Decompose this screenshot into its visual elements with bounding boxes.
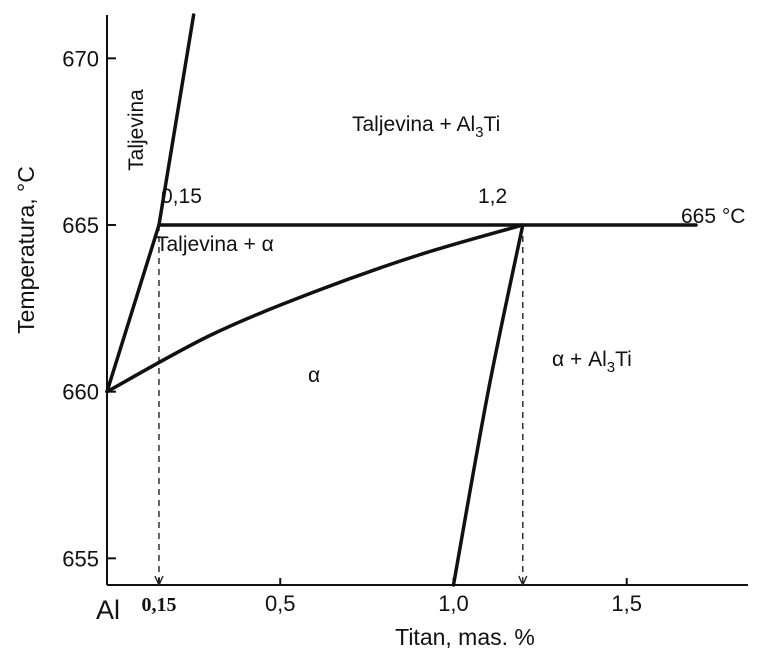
curve-solvus [451, 223, 525, 587]
liquid-al3ti-tail: Ti [484, 113, 501, 136]
y-axis-title: Temperatura, °C [13, 166, 39, 334]
liquid-al3ti-sub: 3 [475, 124, 483, 141]
x-tick-label: 0,15 [141, 594, 176, 616]
y-tick-label: 670 [62, 46, 99, 71]
curve-liquidus-upper [157, 13, 196, 227]
x-tick-label: 0,5 [265, 591, 296, 616]
phase-boundaries [105, 13, 698, 587]
x-ticks: 0,15 0,5 1,0 1,5 [141, 578, 642, 616]
region-label-alpha: α [308, 364, 320, 387]
x-tick-label: 1,0 [438, 591, 469, 616]
x-origin-label: Al [96, 595, 120, 625]
x-tick-label: 1,5 [611, 591, 642, 616]
arrow-head [154, 575, 164, 587]
region-label-liquid-al3ti: Taljevina + Al3Ti [352, 113, 500, 141]
dashed-guides [154, 225, 528, 587]
curve-solidus [105, 223, 525, 394]
liquid-al3ti-main: Taljevina + Al [352, 113, 475, 136]
point-label-665c: 665 °C [681, 205, 745, 228]
y-tick-label: 655 [62, 546, 99, 571]
point-label-015: 0,15 [161, 185, 202, 208]
alpha-al3ti-sub: 3 [607, 359, 615, 376]
curve-liquidus-lower [105, 223, 161, 394]
arrow-head [518, 575, 528, 587]
region-label-alpha-al3ti: α + Al3Ti [552, 348, 632, 376]
alpha-al3ti-main: α + Al [552, 348, 607, 371]
y-tick-label: 660 [62, 380, 99, 405]
point-label-12: 1,2 [478, 185, 507, 208]
region-label-liquid-alpha: Taljevina + α [156, 233, 274, 256]
alpha-al3ti-tail: Ti [615, 348, 632, 371]
region-label-liquid: Taljevina [125, 89, 148, 171]
x-axis-title: Titan, mas. % [395, 624, 535, 650]
y-ticks: 655 660 665 670 [62, 46, 116, 571]
y-tick-label: 665 [62, 213, 99, 238]
